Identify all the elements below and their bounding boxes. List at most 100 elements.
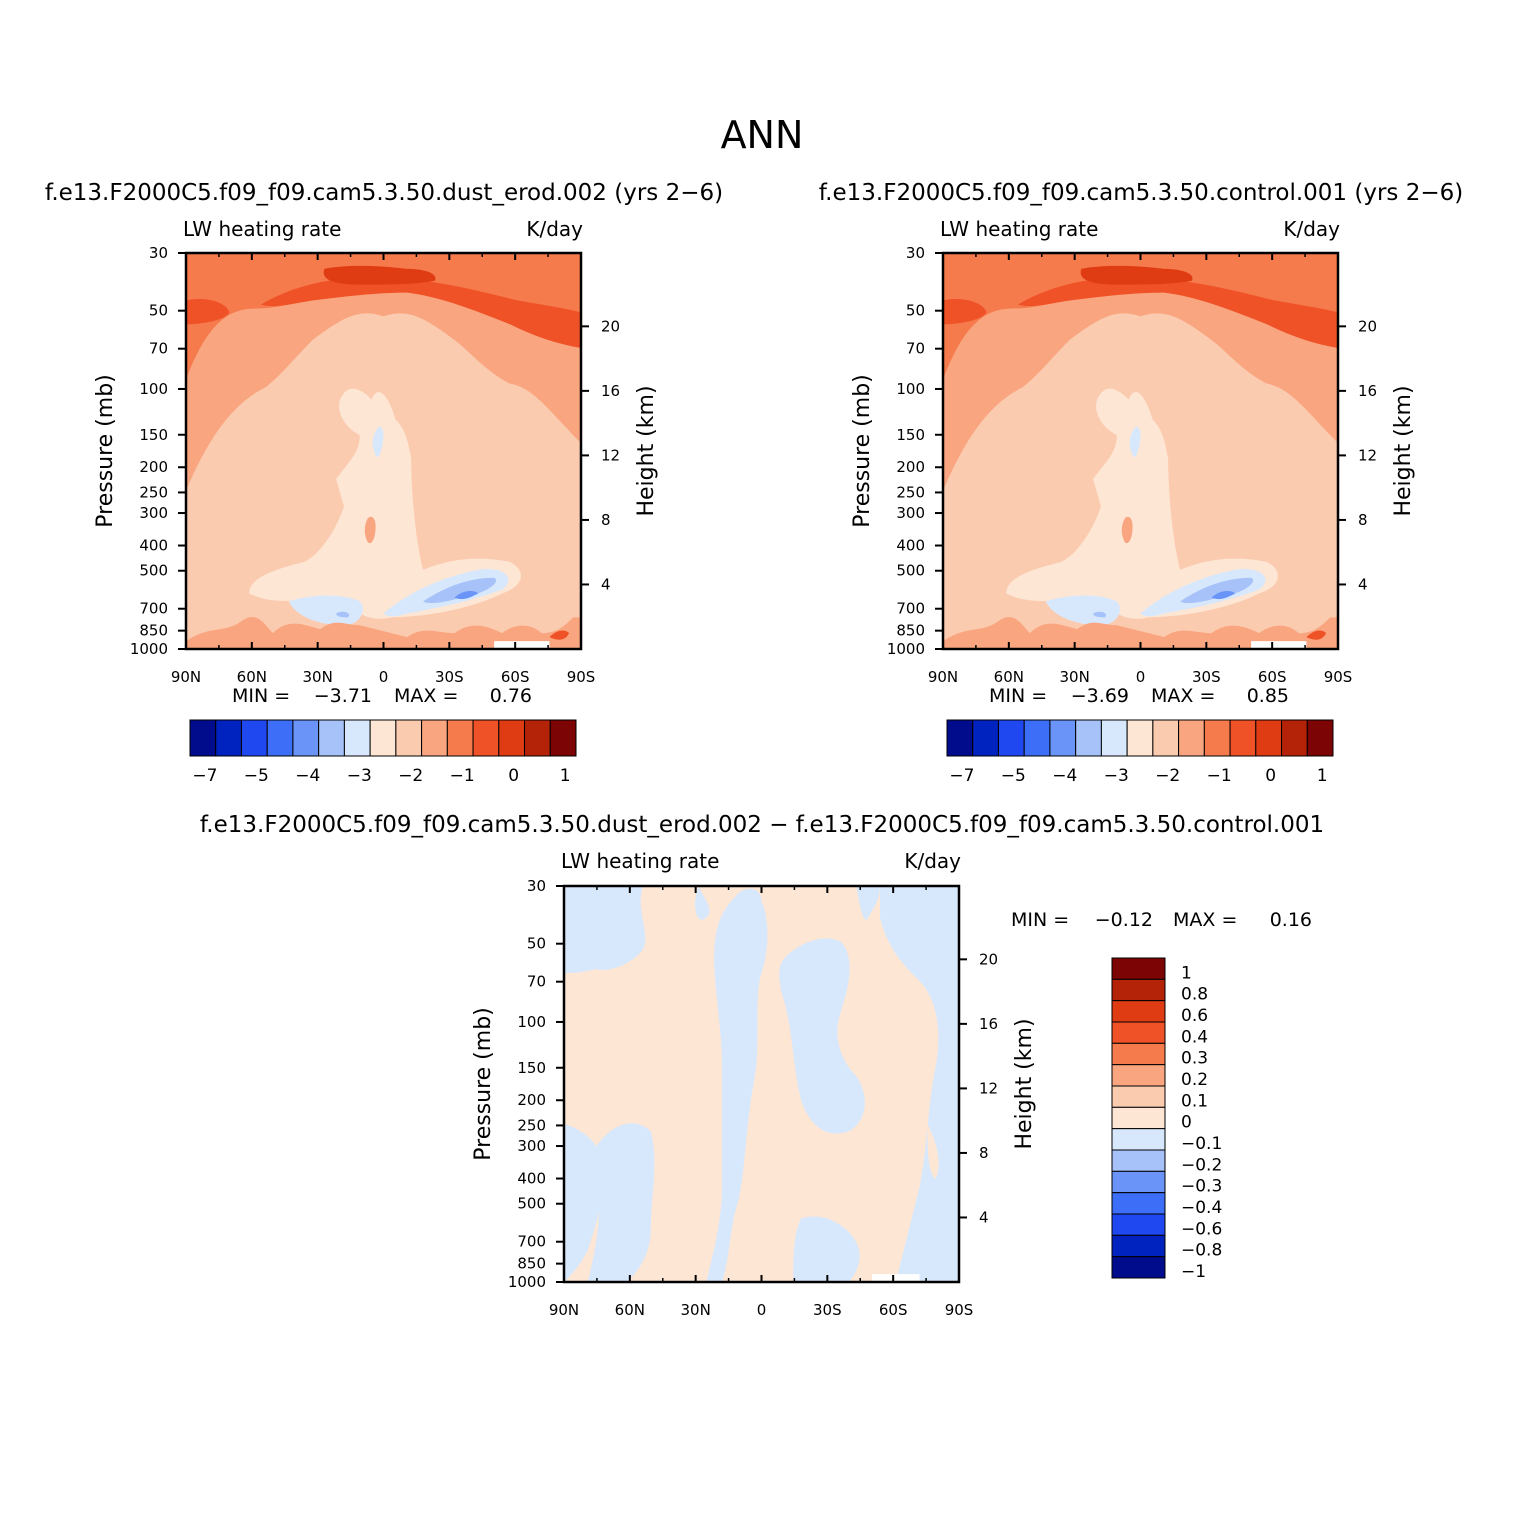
y-right-tick-label: 12 [979,1079,998,1097]
y-tick-label: 1000 [508,1273,546,1291]
x-tick-label: 90N [549,1301,579,1319]
y-right-tick-label: 20 [601,317,620,335]
max-value: 0.16 [1270,909,1312,931]
colorbar-box [1203,719,1231,757]
colorbar-label: −4 [1052,766,1077,786]
colorbar-box [369,719,397,757]
y-tick-label: 150 [139,426,168,444]
colorbar-box [395,719,423,757]
x-tick-label: 30S [435,668,464,686]
colorbar-label: 0 [508,766,519,786]
colorbar-label: 0.6 [1181,1006,1208,1026]
colorbar-label: −0.3 [1181,1177,1222,1197]
colorbar-box [343,719,371,757]
colorbar-box [1281,719,1308,757]
colorbar-box [266,719,294,757]
y-right-tick-label: 20 [979,950,998,968]
colorbar-label: −0.4 [1181,1198,1222,1218]
colorbar-label: 0.8 [1181,985,1208,1005]
y-tick-label: 850 [896,622,925,640]
colorbar-box [318,719,345,757]
colorbar-label: 0 [1265,766,1276,786]
x-tick-label: 60S [501,668,530,686]
colorbar-box [1049,719,1077,757]
colorbar-label: −0.1 [1181,1134,1222,1154]
y-tick-label: 200 [517,1091,546,1109]
y-tick-label: 30 [527,877,546,895]
y-tick-label: 700 [517,1233,546,1251]
min-value: −3.69 [1071,685,1129,707]
colorbar-box [549,719,577,757]
y-tick-label: 100 [139,380,168,398]
y-tick-label: 300 [896,504,925,522]
y-tick-label: 400 [896,537,925,555]
colorbar-box [1111,1000,1166,1023]
colorbar-box [524,719,551,757]
colorbar-box [972,719,999,757]
colorbar: −7 −5 −4 −3 −2 −1 0 1 [946,719,1334,786]
y-axis-right-label: Height (km) [1012,1018,1037,1149]
y-tick-label: 100 [896,380,925,398]
colorbar-box [1111,1085,1166,1108]
colorbar-label: 1 [1181,963,1192,983]
colorbar-label: 0.1 [1181,1091,1208,1111]
x-tick-label: 30S [1192,668,1221,686]
variable-label: LW heating rate [183,217,341,241]
min-label: MIN = [232,685,290,707]
colorbar-box [1111,1042,1166,1066]
y-tick-label: 50 [149,302,168,320]
colorbar-box [498,719,526,757]
y-tick-label: 400 [139,537,168,555]
y-tick-label: 50 [527,935,546,953]
y-tick-label: 100 [517,1013,546,1031]
y-right-tick-label: 20 [1358,317,1377,335]
y-right-tick-label: 4 [601,575,611,593]
colorbar-label: −2 [1155,766,1180,786]
y-tick-label: 150 [896,426,925,444]
colorbar-label: 1 [1317,766,1328,786]
y-right-tick-label: 12 [601,446,620,464]
y-tick-label: 70 [906,340,925,358]
colorbar-box [292,719,320,757]
colorbar-label: 0.2 [1181,1070,1208,1090]
x-tick-label: 90N [928,668,958,686]
min-value: −0.12 [1095,909,1153,931]
colorbar-label: −0.2 [1181,1155,1222,1175]
y-tick-label: 500 [517,1195,546,1213]
colorbar: 10.80.60.40.30.20.10−0.1−0.2−0.3−0.4−0.6… [1111,957,1222,1282]
min-value: −3.71 [314,685,372,707]
colorbar-box [472,719,500,757]
units-label: K/day [904,849,961,873]
x-tick-label: 0 [1136,668,1146,686]
min-label: MIN = [989,685,1047,707]
min-label: MIN = [1011,909,1069,931]
y-right-tick-label: 8 [979,1144,989,1162]
y-axis-right-label: Height (km) [634,385,659,516]
colorbar-label: −3 [347,766,372,786]
colorbar-box [1111,1234,1166,1258]
y-right-tick-label: 12 [1358,446,1377,464]
y-tick-label: 150 [517,1059,546,1077]
y-right-tick-label: 8 [601,511,611,529]
axes: 90N 60N 30N 0 30S 60S 90S 30 50 70 100 150 200 250 300… [130,244,620,686]
x-tick-label: 90S [945,1301,974,1319]
y-tick-label: 1000 [887,640,925,658]
max-label: MAX = [1151,685,1215,707]
panel-difference: f.e13.F2000C5.f09_f09.cam5.3.50.dust_ero… [200,812,1324,1319]
y-tick-label: 300 [139,504,168,522]
colorbar-box [1075,719,1102,757]
variable-label: LW heating rate [561,849,719,873]
y-tick-label: 70 [149,340,168,358]
colorbar-label: −7 [192,766,217,786]
colorbar-box [240,719,268,757]
y-tick-label: 250 [139,483,168,501]
panel-title: f.e13.F2000C5.f09_f09.cam5.3.50.dust_ero… [200,812,1324,838]
y-right-tick-label: 16 [979,1015,998,1033]
x-tick-label: 90S [1324,668,1353,686]
y-tick-label: 500 [896,562,925,580]
colorbar-box [1023,719,1051,757]
colorbar-label: −4 [295,766,320,786]
colorbar-box [1255,719,1283,757]
units-label: K/day [526,217,583,241]
colorbar-box [1111,978,1166,1002]
